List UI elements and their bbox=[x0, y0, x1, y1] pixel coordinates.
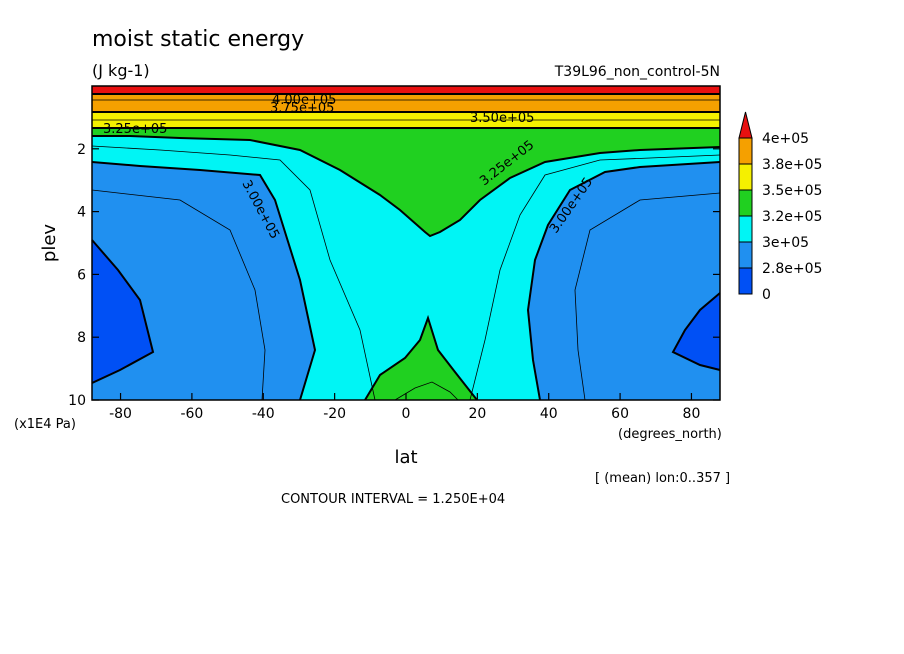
x-tick-label: 80 bbox=[683, 406, 701, 422]
band-green bbox=[92, 128, 720, 236]
band-red bbox=[92, 86, 720, 94]
x-tick-label: 60 bbox=[611, 406, 629, 422]
x-tick-label: -20 bbox=[323, 406, 346, 422]
x-axis: -80 -60 -40 -20 0 20 40 60 80 bbox=[109, 393, 700, 422]
plot-area: 4.00e+05 3.75e+05 3.50e+05 3.25e+05 3.00… bbox=[91, 85, 721, 401]
y-axis-label: plev bbox=[39, 224, 60, 263]
colorbar: 4e+05 3.8e+05 3.5e+05 3.2e+05 3e+05 2.8e+05 0 bbox=[738, 111, 822, 303]
x-axis-units: (degrees_north) bbox=[618, 427, 722, 442]
x-tick-label: 20 bbox=[468, 406, 486, 422]
y-axis: 2 4 6 8 10 bbox=[68, 142, 720, 409]
x-tick-label: 0 bbox=[402, 406, 411, 422]
band-orange bbox=[92, 94, 720, 112]
colorbar-swatch bbox=[738, 137, 753, 165]
colorbar-label: 4e+05 bbox=[762, 131, 809, 147]
x-tick-label: -80 bbox=[109, 406, 132, 422]
chart-title: moist static energy bbox=[92, 27, 304, 52]
colorbar-swatch bbox=[738, 163, 753, 191]
colorbar-swatch bbox=[738, 267, 753, 295]
colorbar-label: 2.8e+05 bbox=[762, 261, 822, 277]
contour-label: 3.50e+05 bbox=[470, 111, 534, 126]
band-cyan bbox=[92, 135, 720, 400]
colorbar-label: 3.2e+05 bbox=[762, 209, 822, 225]
x-tick-label: -40 bbox=[252, 406, 275, 422]
colorbar-label: 3e+05 bbox=[762, 235, 809, 251]
y-tick-label: 8 bbox=[77, 330, 86, 346]
x-axis-label: lat bbox=[394, 447, 417, 468]
colorbar-swatch bbox=[738, 215, 753, 243]
average-note: [ (mean) lon:0..357 ] bbox=[595, 471, 730, 486]
chart-units: (J kg-1) bbox=[92, 61, 150, 80]
y-tick-label: 2 bbox=[77, 142, 86, 158]
y-tick-label: 4 bbox=[77, 205, 86, 221]
x-tick-label: -60 bbox=[180, 406, 203, 422]
colorbar-swatch bbox=[738, 241, 753, 269]
contour-interval: CONTOUR INTERVAL = 1.250E+04 bbox=[281, 492, 505, 507]
colorbar-label: 3.8e+05 bbox=[762, 157, 822, 173]
y-tick-label: 10 bbox=[68, 393, 86, 409]
y-axis-units: (x1E4 Pa) bbox=[14, 417, 76, 432]
band-blue-left bbox=[92, 240, 153, 383]
colorbar-label: 3.5e+05 bbox=[762, 183, 822, 199]
x-tick-label: 40 bbox=[540, 406, 558, 422]
colorbar-label: 0 bbox=[762, 287, 771, 303]
run-label: T39L96_non_control-5N bbox=[554, 64, 720, 80]
band-blue-right bbox=[673, 293, 720, 370]
contour-label: 3.75e+05 bbox=[270, 101, 334, 116]
colorbar-swatch bbox=[738, 111, 753, 139]
y-tick-label: 6 bbox=[77, 267, 86, 283]
contour-label: 4.00e+05 bbox=[272, 93, 336, 108]
contour-label: 3.25e+05 bbox=[103, 122, 167, 137]
colorbar-swatch bbox=[738, 189, 753, 217]
contour-lines bbox=[91, 93, 721, 401]
band-green-lower bbox=[365, 318, 477, 400]
